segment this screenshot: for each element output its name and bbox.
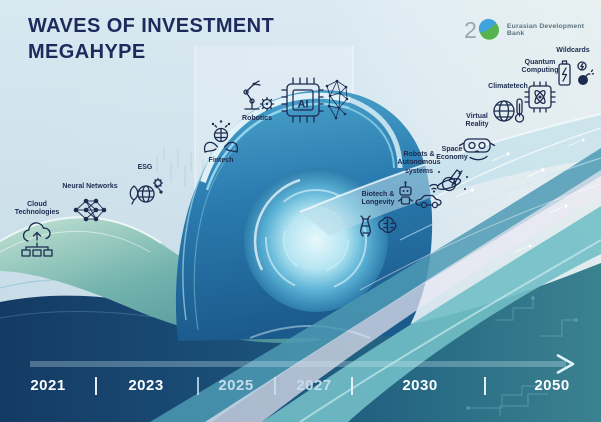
- logo-number: 2: [464, 17, 477, 43]
- timeline-year-2030: 2030: [402, 377, 438, 394]
- tech-label-cloud-technologies: Cloud Technologies: [14, 201, 60, 217]
- tech-label-fintech: Fintech: [208, 157, 234, 164]
- tech-item-esg: ESG: [121, 164, 169, 208]
- tech-label-wildcards: Wildcards: [556, 47, 590, 54]
- tech-item-climatetech: Climatetech: [480, 83, 536, 127]
- tech-item-robots-autonomous: Robots & Autonomous systems: [390, 151, 448, 212]
- page-title: WAVES OF INVESTMENT MEGAHYPE: [28, 15, 275, 64]
- tech-label-quantum-computing: Quantum Computing: [521, 59, 559, 75]
- tech-label-virtual-reality: Virtual Reality: [465, 113, 489, 129]
- vr-headset-icon: [458, 137, 496, 160]
- edb-20-years-icon: 2: [464, 17, 499, 43]
- neural-network-icon: [73, 198, 107, 222]
- quantum-chip-icon: [524, 80, 556, 113]
- timeline-year-2023: 2023: [128, 377, 164, 394]
- tech-item-wildcards: Wildcards: [549, 47, 597, 89]
- tech-label-robots-autonomous: Robots & Autonomous systems: [397, 151, 441, 175]
- battery-bomb-icon: [558, 60, 594, 86]
- timeline-axis: [30, 354, 575, 395]
- tech-label-robotics: Robotics: [242, 115, 272, 122]
- timeline-year-2025: 2025: [218, 377, 254, 394]
- tech-item-fintech: Fintech: [199, 119, 243, 165]
- dna-brain-icon: [360, 214, 397, 237]
- tech-label-space-economy: Space Economy: [436, 146, 468, 162]
- robot-arm-icon: [243, 80, 275, 112]
- tech-item-cloud-technologies: Cloud Technologies: [8, 201, 66, 260]
- neural-mesh-icon: [326, 80, 348, 119]
- timeline-year-2050: 2050: [534, 377, 570, 394]
- tech-label-neural-networks: Neural Networks: [62, 183, 118, 190]
- tech-item-space-economy: Space Economy: [429, 146, 475, 197]
- spark-particles: [455, 138, 585, 253]
- tech-label-biotech-longevity: Biotech & Longevity: [361, 191, 395, 207]
- ai-chip-icon: AI: [281, 77, 349, 123]
- tech-item-neural-networks: Neural Networks: [60, 183, 120, 227]
- ai-chip-label: AI: [298, 98, 309, 110]
- tech-item-robotics: Robotics: [234, 77, 280, 123]
- rocket-planet-icon: [436, 168, 468, 191]
- edb-logo: 2 Eurasian Development Bank: [464, 16, 601, 44]
- logo-org-name: Eurasian Development Bank: [506, 23, 585, 37]
- fintech-hands-icon: [203, 120, 239, 153]
- tech-label-climatetech: Climatetech: [488, 83, 528, 90]
- tech-item-ai: AI: [281, 76, 351, 124]
- tech-item-virtual-reality: Virtual Reality: [455, 113, 499, 162]
- timeline-arrow-icon: [556, 354, 575, 374]
- cloud-icon: [21, 221, 53, 257]
- tech-item-biotech-longevity: Biotech & Longevity: [351, 191, 405, 242]
- globe-thermometer-icon: [493, 98, 525, 123]
- timeline-year-2021: 2021: [30, 377, 66, 394]
- circuit-pattern: [466, 296, 578, 416]
- esg-leaf-globe-icon: [129, 178, 163, 205]
- timeline-year-2027: 2027: [296, 377, 332, 394]
- tech-label-esg: ESG: [137, 164, 153, 171]
- robot-and-car-icon: [397, 181, 442, 208]
- tech-item-quantum-computing: Quantum Computing: [514, 59, 566, 114]
